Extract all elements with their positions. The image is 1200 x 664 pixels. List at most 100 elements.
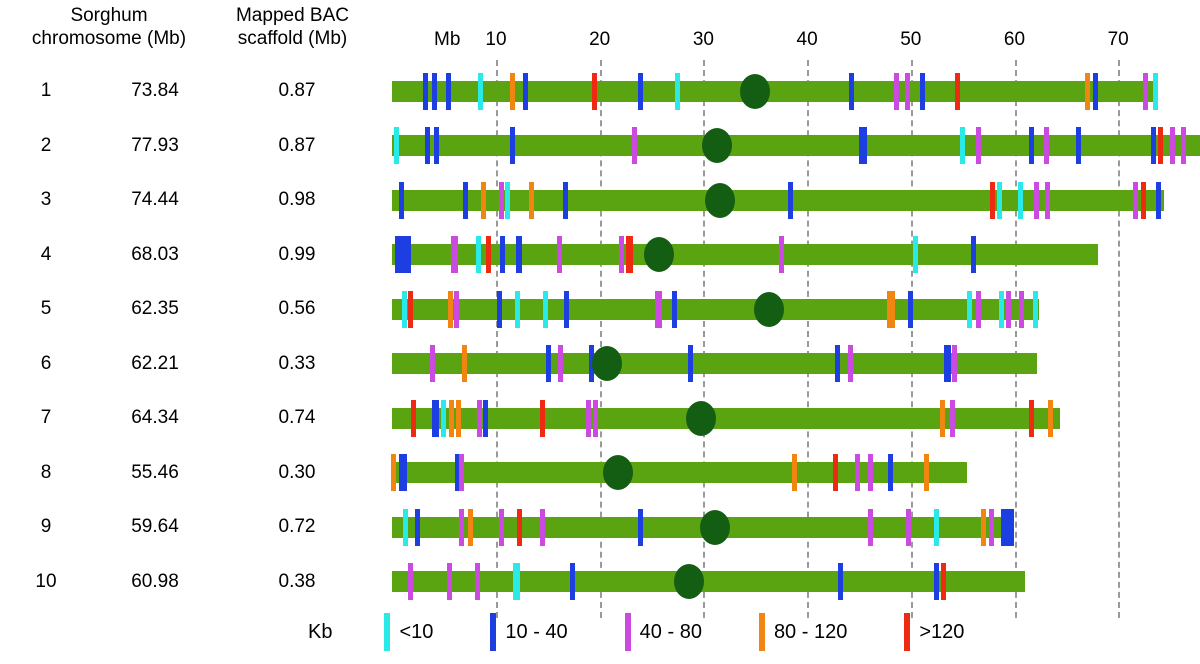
scaffold-tick [905, 72, 911, 110]
scaffold-tick [459, 454, 465, 492]
scaffold-tick [788, 181, 793, 219]
scaffold-length: 0.72 [278, 516, 316, 538]
legend-swatch-r [904, 613, 911, 651]
scaffold-tick [908, 290, 914, 328]
legend-label: 10 - 40 [505, 620, 568, 643]
scaffold-tick [632, 127, 638, 165]
scaffold-tick [867, 454, 873, 492]
scaffold-tick [951, 345, 957, 383]
gridline [1118, 60, 1121, 618]
chromosome-number: 1 [40, 80, 52, 101]
chromosome-bar [392, 462, 968, 484]
scaffold-tick [446, 563, 452, 601]
scaffold-tick [934, 508, 940, 546]
chromosome-bar [392, 135, 1200, 157]
gridline [1014, 60, 1017, 618]
axis-tick-label: 20 [589, 29, 611, 50]
scaffold-tick [867, 508, 873, 546]
scaffold-tick [556, 236, 562, 274]
scaffold-tick [923, 454, 929, 492]
scaffold-tick [688, 345, 694, 383]
chromosome-length: 59.64 [131, 516, 179, 538]
legend-label: <10 [399, 620, 434, 643]
scaffold-tick [432, 72, 438, 110]
column-header-sorghum-chromosome: Sorghum chromosome (Mb) [31, 5, 187, 49]
scaffold-tick [941, 563, 947, 601]
scaffold-tick [887, 290, 896, 328]
scaffold-tick [1005, 290, 1011, 328]
centromere-marker [673, 564, 704, 600]
scaffold-tick [474, 563, 480, 601]
legend-item: 10 - 40 [490, 613, 568, 651]
scaffold-tick [477, 72, 483, 110]
chromosome-number: 9 [40, 516, 52, 538]
scaffold-tick [585, 399, 591, 437]
scaffold-tick [414, 508, 420, 546]
scaffold-tick [515, 290, 521, 328]
scaffold-tick [1156, 181, 1162, 219]
axis-tick-label: 60 [1003, 29, 1026, 50]
scaffold-tick [1092, 72, 1098, 110]
scaffold-tick [913, 236, 919, 274]
scaffold-tick [546, 345, 552, 383]
scaffold-tick [998, 290, 1004, 328]
column-header-mapped-bac: Mapped BAC scaffold (Mb) [235, 5, 349, 49]
scaffold-tick [1045, 181, 1051, 219]
scaffold-tick [778, 236, 784, 274]
scaffold-tick [483, 399, 489, 437]
chromosome-length: 68.03 [131, 243, 179, 265]
chromosome-number: 8 [40, 461, 52, 483]
scaffold-tick [475, 236, 481, 274]
scaffold-tick [975, 127, 981, 165]
gridline [496, 60, 498, 618]
scaffold-tick [459, 508, 465, 546]
scaffold-tick [1133, 181, 1139, 219]
axis-tick-label: 70 [1107, 29, 1129, 50]
axis-tick-label: 10 [485, 29, 507, 50]
legend-label: >120 [919, 620, 965, 643]
scaffold-tick [408, 290, 414, 328]
scaffold-tick [498, 508, 504, 546]
scaffold-tick [626, 236, 634, 274]
scaffold-tick [954, 72, 960, 110]
scaffold-tick [967, 290, 973, 328]
scaffold-tick [592, 72, 597, 110]
scaffold-tick [510, 72, 516, 110]
scaffold-tick [1000, 508, 1014, 546]
scaffold-tick [513, 563, 521, 601]
scaffold-tick [588, 345, 594, 383]
chromosome-bar [392, 244, 1098, 266]
scaffold-tick [940, 399, 946, 437]
scaffold-tick [504, 181, 510, 219]
scaffold-tick [618, 236, 624, 274]
chromosome-bar [392, 353, 1038, 375]
chromosome-length: 62.21 [131, 352, 179, 374]
chromosome-length: 73.84 [131, 80, 179, 101]
scaffold-tick [402, 290, 408, 328]
scaffold-tick [960, 127, 966, 165]
scaffold-tick [481, 181, 487, 219]
scaffold-tick [832, 454, 838, 492]
scaffold-tick [543, 290, 549, 328]
scaffold-length: 0.87 [278, 80, 316, 101]
chromosome-number: 10 [35, 570, 57, 592]
scaffold-tick [557, 345, 563, 383]
scaffold-tick [1028, 399, 1034, 437]
axis-tick-label: 30 [692, 29, 714, 50]
axis-tick-label: 50 [900, 29, 922, 50]
legend: Kb <10 10 - 40 40 - 80 80 - 120 >120 [308, 611, 1021, 653]
scaffold-tick [1033, 181, 1039, 219]
legend-swatch-v [624, 613, 631, 651]
chromosome-length: 62.35 [131, 298, 179, 320]
scaffold-tick [1019, 290, 1025, 328]
scaffold-tick [792, 454, 798, 492]
centromere-marker [699, 509, 730, 545]
scaffold-tick [1018, 181, 1024, 219]
scaffold-tick [528, 181, 534, 219]
scaffold-tick [637, 72, 643, 110]
scaffold-tick [855, 454, 861, 492]
scaffold-tick [456, 399, 462, 437]
scaffold-tick [430, 345, 436, 383]
scaffold-tick [906, 508, 912, 546]
gridline [910, 60, 913, 618]
